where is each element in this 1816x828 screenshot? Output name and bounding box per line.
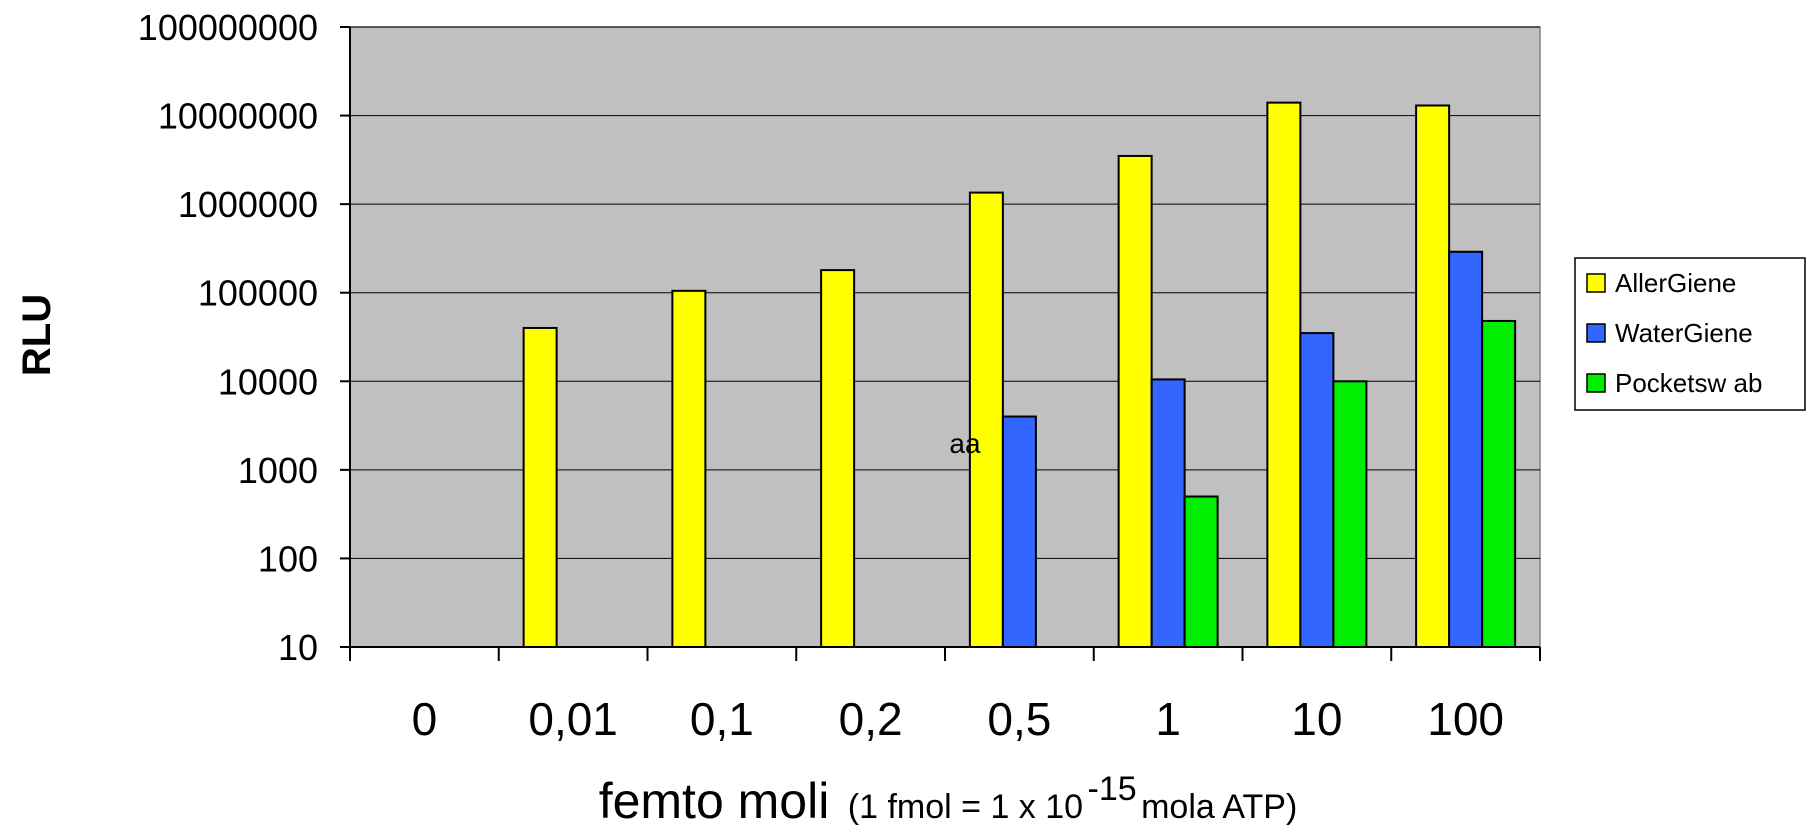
y-tick-labels: 10 100 1000 10000 100000 1000000 10000000 10000…	[138, 7, 318, 668]
legend-swatch-1	[1586, 323, 1606, 343]
legend-swatch-2	[1586, 373, 1606, 393]
bar-allergiene-4	[968, 191, 1004, 649]
y-tick-label-4: 100000	[198, 273, 318, 314]
bar-pocketswab-5	[1183, 495, 1219, 648]
bar-allergiene-7	[1415, 104, 1451, 648]
bar-pocketswab-7	[1481, 319, 1517, 648]
x-tick-label-7: 100	[1427, 693, 1504, 745]
x-axis-label-note-suffix: mola ATP)	[1141, 788, 1297, 826]
x-axis-label: femto moli (1 fmol = 1 x 10 -15 mola ATP…	[599, 770, 1298, 828]
x-tick-label-2: 0,1	[690, 693, 754, 745]
bar-watergiene-7	[1448, 250, 1484, 648]
y-tick-label-7: 100000000	[138, 7, 318, 48]
x-tick-label-3: 0,2	[839, 693, 903, 745]
x-tick-label-6: 10	[1291, 693, 1342, 745]
y-axis-label: RLU	[15, 294, 59, 376]
x-tick-label-1: 0,01	[528, 693, 618, 745]
legend-entry-2: Pocketsw ab	[1615, 368, 1762, 398]
y-tick-label-6: 10000000	[158, 96, 318, 137]
bars	[522, 101, 1517, 649]
x-axis-label-main: femto moli	[599, 773, 830, 828]
legend-swatch-0	[1586, 273, 1606, 293]
bar-allergiene-5	[1117, 154, 1153, 648]
y-tick-label-1: 100	[258, 538, 318, 579]
bar-allergiene-1	[522, 326, 558, 648]
y-tick-label-3: 10000	[218, 361, 318, 402]
bar-allergiene-3	[820, 269, 856, 648]
bar-watergiene-6	[1299, 332, 1335, 648]
annotations: aa	[949, 428, 981, 459]
bar-watergiene-5	[1150, 378, 1186, 648]
legend-entry-0: AllerGiene	[1615, 268, 1736, 298]
legend-box	[1574, 257, 1806, 411]
bar-pocketswab-6	[1332, 380, 1368, 648]
legend-entry-1: WaterGiene	[1615, 318, 1753, 348]
x-axis-label-note-exponent: -15	[1088, 770, 1137, 808]
axes	[340, 26, 1541, 661]
bar-watergiene-4	[1001, 415, 1037, 648]
y-tick-label-2: 1000	[238, 450, 318, 491]
bar-allergiene-2	[671, 289, 707, 648]
bar-allergiene-6	[1266, 101, 1302, 648]
legend: AllerGiene WaterGiene Pocketsw ab	[1574, 257, 1806, 411]
x-tick-label-5: 1	[1155, 693, 1181, 745]
y-tick-label-0: 10	[278, 627, 318, 668]
x-tick-label-4: 0,5	[987, 693, 1051, 745]
x-tick-labels: 0 0,01 0,1 0,2 0,5 1 10 100	[412, 693, 1504, 745]
x-axis-label-note-prefix: (1 fmol = 1 x 10	[848, 788, 1083, 826]
annotation-0: aa	[949, 428, 981, 459]
x-tick-label-0: 0	[412, 693, 438, 745]
y-tick-label-5: 1000000	[178, 184, 318, 225]
